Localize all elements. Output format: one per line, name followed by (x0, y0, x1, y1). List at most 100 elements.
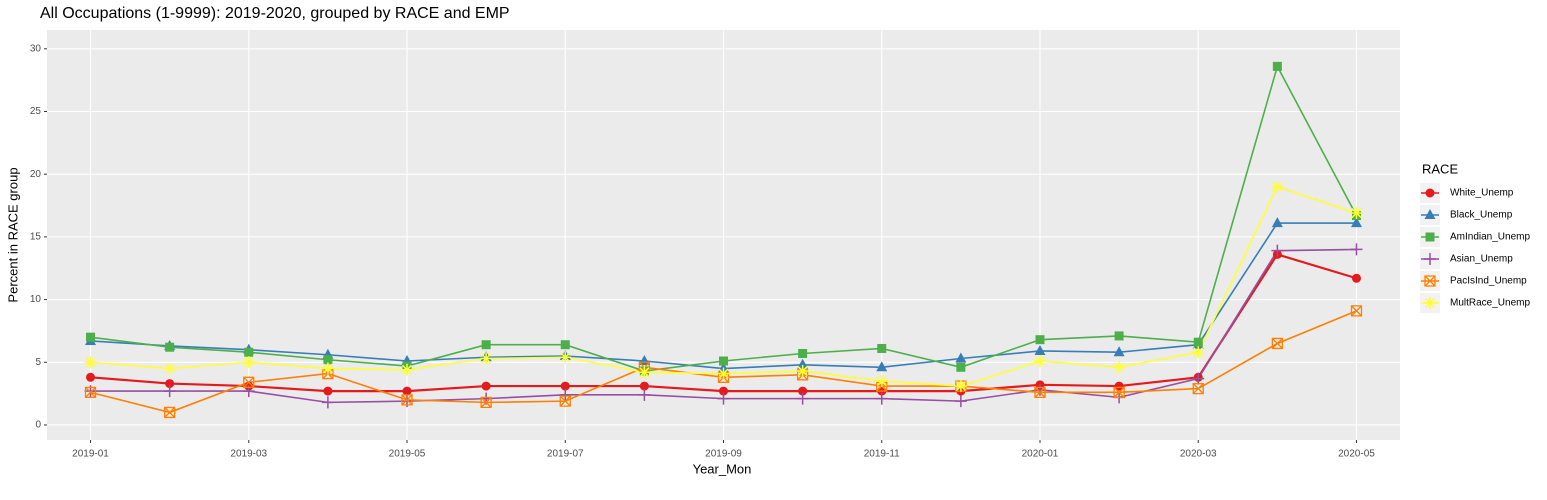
point (955, 352, 967, 363)
point (559, 388, 572, 401)
point (877, 343, 887, 353)
x-tick-label: 2019-07 (547, 449, 584, 460)
y-tick-label: 0 (35, 420, 41, 431)
legend-marker (1424, 297, 1436, 309)
point (1033, 355, 1046, 368)
point (1035, 335, 1045, 345)
y-tick-label: 25 (30, 106, 42, 117)
point (243, 376, 255, 388)
point (1033, 383, 1046, 396)
point (323, 386, 333, 396)
point (638, 366, 651, 379)
point (875, 375, 888, 388)
legend-label: Asian_Unemp (1450, 254, 1513, 265)
point (481, 381, 491, 391)
point (559, 395, 571, 407)
point (481, 340, 491, 350)
point (1350, 207, 1363, 220)
legend-label: MultRace_Unemp (1450, 298, 1530, 309)
point (1113, 386, 1125, 399)
point (875, 392, 888, 405)
legend-marker (1424, 209, 1436, 219)
point (1350, 217, 1362, 228)
point (1271, 337, 1284, 350)
legend-marker (1425, 232, 1435, 242)
point (1193, 337, 1203, 347)
point (244, 347, 254, 357)
point (323, 355, 333, 365)
y-tick-label: 15 (30, 232, 42, 243)
legend-item: AmIndian_Unemp (1420, 227, 1530, 247)
point (1271, 244, 1284, 257)
x-tick-label: 2019-09 (705, 449, 742, 460)
point (163, 385, 176, 398)
x-tick-label: 2019-03 (230, 449, 267, 460)
point (1113, 361, 1126, 374)
point (956, 362, 966, 372)
point (242, 356, 255, 369)
point (798, 348, 808, 358)
point (401, 363, 414, 376)
point (1271, 180, 1284, 193)
x-tick-label: 2020-03 (1180, 449, 1217, 460)
y-tick-label: 10 (30, 294, 42, 305)
x-tick-label: 2020-01 (1022, 449, 1059, 460)
legend-marker (1424, 253, 1436, 265)
point (1351, 273, 1361, 283)
chart-title: All Occupations (1-9999): 2019-2020, gro… (40, 5, 510, 22)
point (796, 392, 809, 405)
point (1114, 381, 1124, 391)
legend-item: MultRace_Unemp (1420, 293, 1530, 313)
point (1350, 305, 1363, 317)
point (402, 386, 412, 396)
point (163, 362, 176, 375)
legend-title: RACE (1422, 161, 1458, 176)
point (717, 392, 730, 405)
point (1192, 346, 1205, 359)
point (1350, 243, 1363, 256)
y-tick-label: 30 (30, 43, 42, 54)
point (559, 351, 572, 364)
legend-marker (1424, 275, 1436, 287)
point (1034, 344, 1046, 355)
point (560, 340, 570, 350)
point (84, 386, 97, 399)
point (638, 388, 651, 401)
point (401, 394, 413, 406)
legend-label: Black_Unemp (1450, 210, 1513, 221)
point (86, 372, 96, 382)
point (1034, 386, 1046, 399)
x-tick-label: 2019-05 (389, 449, 426, 460)
point (480, 352, 493, 365)
legend-marker (1425, 188, 1435, 198)
point (719, 356, 728, 366)
point (954, 380, 967, 393)
point (560, 381, 570, 391)
point (1192, 382, 1204, 395)
point (1114, 331, 1124, 341)
point (639, 381, 649, 391)
legend-label: White_Unemp (1450, 188, 1514, 199)
x-tick-label: 2019-01 (72, 449, 109, 460)
point (480, 396, 492, 409)
x-axis-title: Year_Mon (693, 461, 752, 476)
point (165, 342, 175, 352)
x-tick-label: 2019-11 (864, 449, 900, 460)
legend-label: PacIsInd_Unemp (1450, 276, 1527, 287)
point (86, 332, 96, 342)
point (876, 361, 888, 372)
point (717, 367, 730, 380)
point (84, 356, 97, 369)
x-tick-label: 2020-05 (1338, 449, 1375, 460)
point (1271, 217, 1283, 228)
point (163, 406, 176, 419)
legend-label: AmIndian_Unemp (1450, 232, 1530, 243)
point (796, 365, 809, 378)
legend-item: White_Unemp (1420, 183, 1514, 203)
y-tick-label: 5 (35, 357, 41, 368)
legend-item: PacIsInd_Unemp (1420, 271, 1527, 291)
y-tick-label: 20 (30, 169, 42, 180)
point (954, 395, 967, 408)
point (798, 386, 808, 396)
